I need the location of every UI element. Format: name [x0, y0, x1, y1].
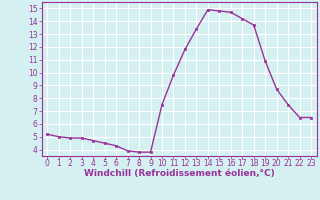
X-axis label: Windchill (Refroidissement éolien,°C): Windchill (Refroidissement éolien,°C)	[84, 169, 275, 178]
